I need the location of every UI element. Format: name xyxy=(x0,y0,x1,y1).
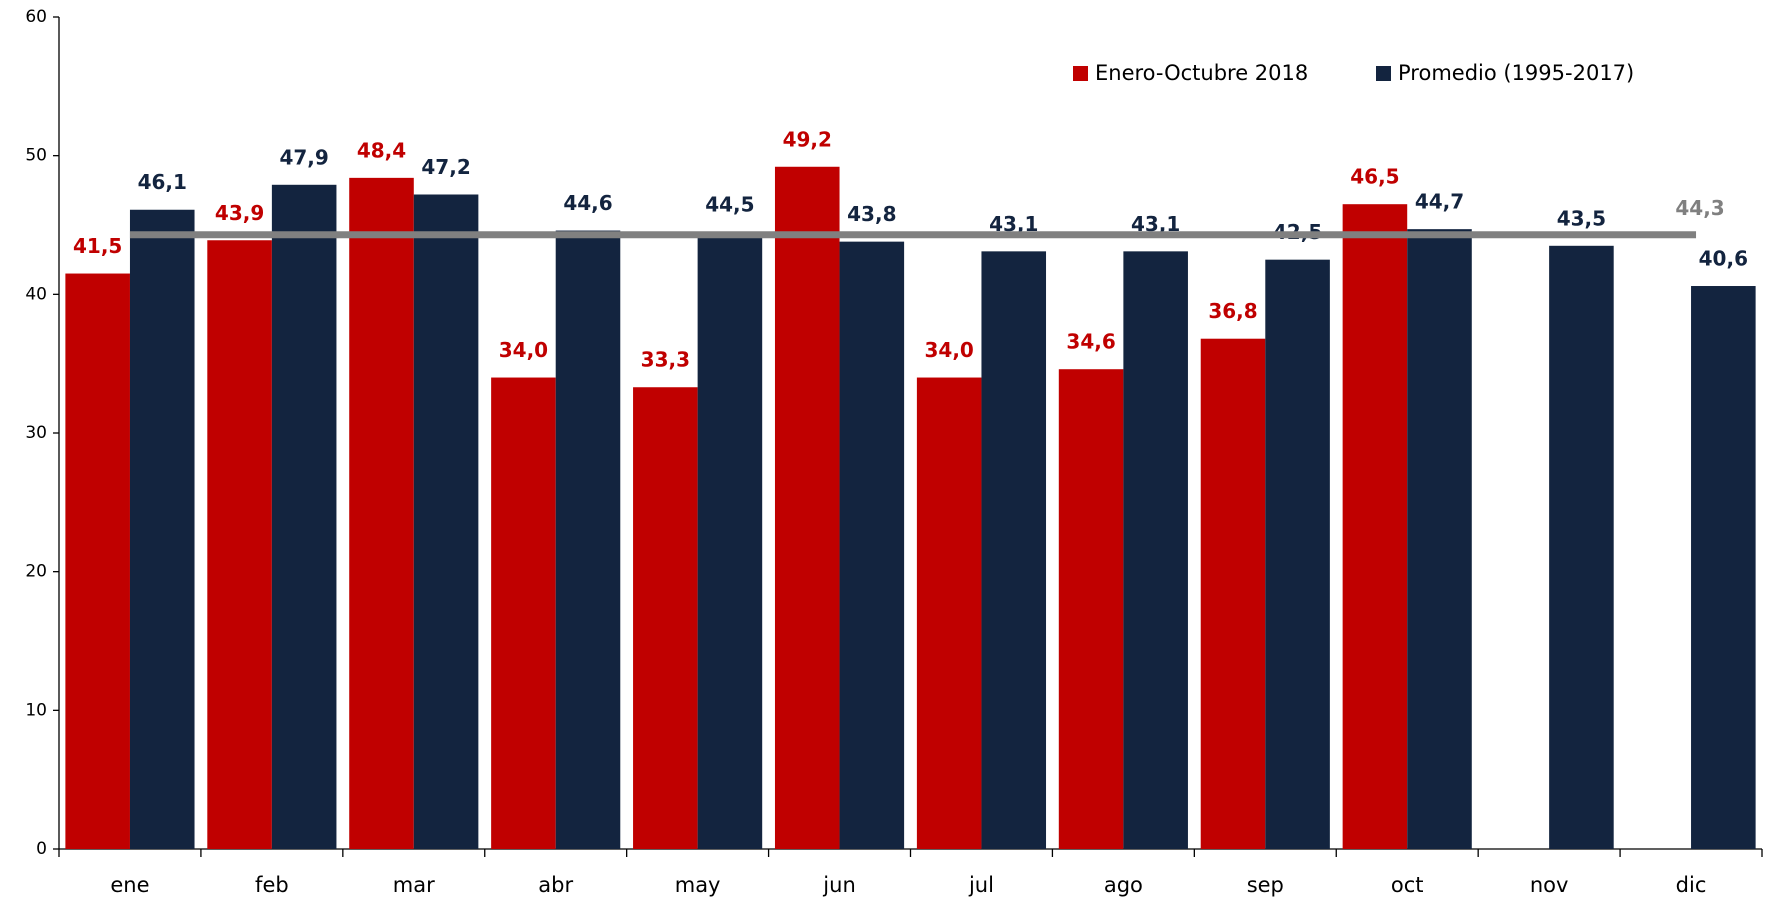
bar xyxy=(65,273,130,849)
y-tick-label: 10 xyxy=(25,700,47,720)
x-tick-label: nov xyxy=(1530,873,1569,897)
bar xyxy=(633,387,698,849)
bar xyxy=(1200,338,1266,849)
bar xyxy=(1691,286,1756,850)
y-tick-label: 0 xyxy=(36,839,47,859)
legend-swatch xyxy=(1376,66,1391,81)
value-label: 33,3 xyxy=(641,348,690,372)
bar xyxy=(839,241,905,849)
bar xyxy=(1123,251,1188,849)
value-label: 43,5 xyxy=(1557,206,1606,230)
y-tick-label: 50 xyxy=(25,146,47,166)
bar xyxy=(349,177,414,849)
value-label: 47,9 xyxy=(279,145,328,169)
bar xyxy=(697,231,763,849)
value-label: 44,7 xyxy=(1415,190,1464,214)
x-tick-label: feb xyxy=(255,873,289,897)
y-tick-label: 30 xyxy=(25,423,47,443)
bar xyxy=(413,194,479,849)
y-tick-label: 60 xyxy=(25,7,47,27)
x-tick-label: jul xyxy=(968,873,994,897)
bar xyxy=(271,184,337,849)
value-label: 49,2 xyxy=(783,127,832,151)
x-tick-label: sep xyxy=(1247,873,1284,897)
x-tick-label: dic xyxy=(1676,873,1707,897)
legend-label: Promedio (1995-2017) xyxy=(1398,61,1634,85)
x-tick-label: ene xyxy=(110,873,149,897)
value-label: 36,8 xyxy=(1208,299,1257,323)
x-tick-label: ago xyxy=(1104,873,1143,897)
value-label: 41,5 xyxy=(73,234,122,258)
bar xyxy=(981,251,1047,849)
value-label: 47,2 xyxy=(421,155,470,179)
y-tick-label: 40 xyxy=(25,284,47,304)
value-label: 43,9 xyxy=(215,201,264,225)
value-label: 44,6 xyxy=(563,191,612,215)
value-label: 44,5 xyxy=(705,192,754,216)
value-label: 34,0 xyxy=(924,338,973,362)
value-label: 40,6 xyxy=(1699,247,1748,271)
bar xyxy=(129,209,195,849)
bar xyxy=(1058,369,1124,849)
x-tick-label: mar xyxy=(393,873,435,897)
bar xyxy=(1342,204,1408,849)
value-label: 43,8 xyxy=(847,202,896,226)
value-label: 48,4 xyxy=(357,138,406,162)
value-label: 34,0 xyxy=(499,338,548,362)
reference-label: 44,3 xyxy=(1675,196,1724,220)
bar xyxy=(491,377,556,849)
x-tick-label: abr xyxy=(538,873,573,897)
x-tick-label: oct xyxy=(1391,873,1424,897)
legend-swatch xyxy=(1073,66,1088,81)
x-tick-label: jun xyxy=(822,873,855,897)
bar xyxy=(774,166,840,849)
y-tick-label: 20 xyxy=(25,562,47,582)
value-label: 46,5 xyxy=(1350,165,1399,189)
bar xyxy=(555,230,621,850)
legend-label: Enero-Octubre 2018 xyxy=(1095,61,1308,85)
value-label: 34,6 xyxy=(1066,330,1115,354)
value-label: 46,1 xyxy=(138,170,187,194)
bar xyxy=(1265,259,1330,850)
bar xyxy=(1407,229,1472,849)
bar xyxy=(207,240,272,850)
bar xyxy=(1549,245,1614,850)
x-tick-label: may xyxy=(675,873,721,897)
bar xyxy=(916,377,982,849)
